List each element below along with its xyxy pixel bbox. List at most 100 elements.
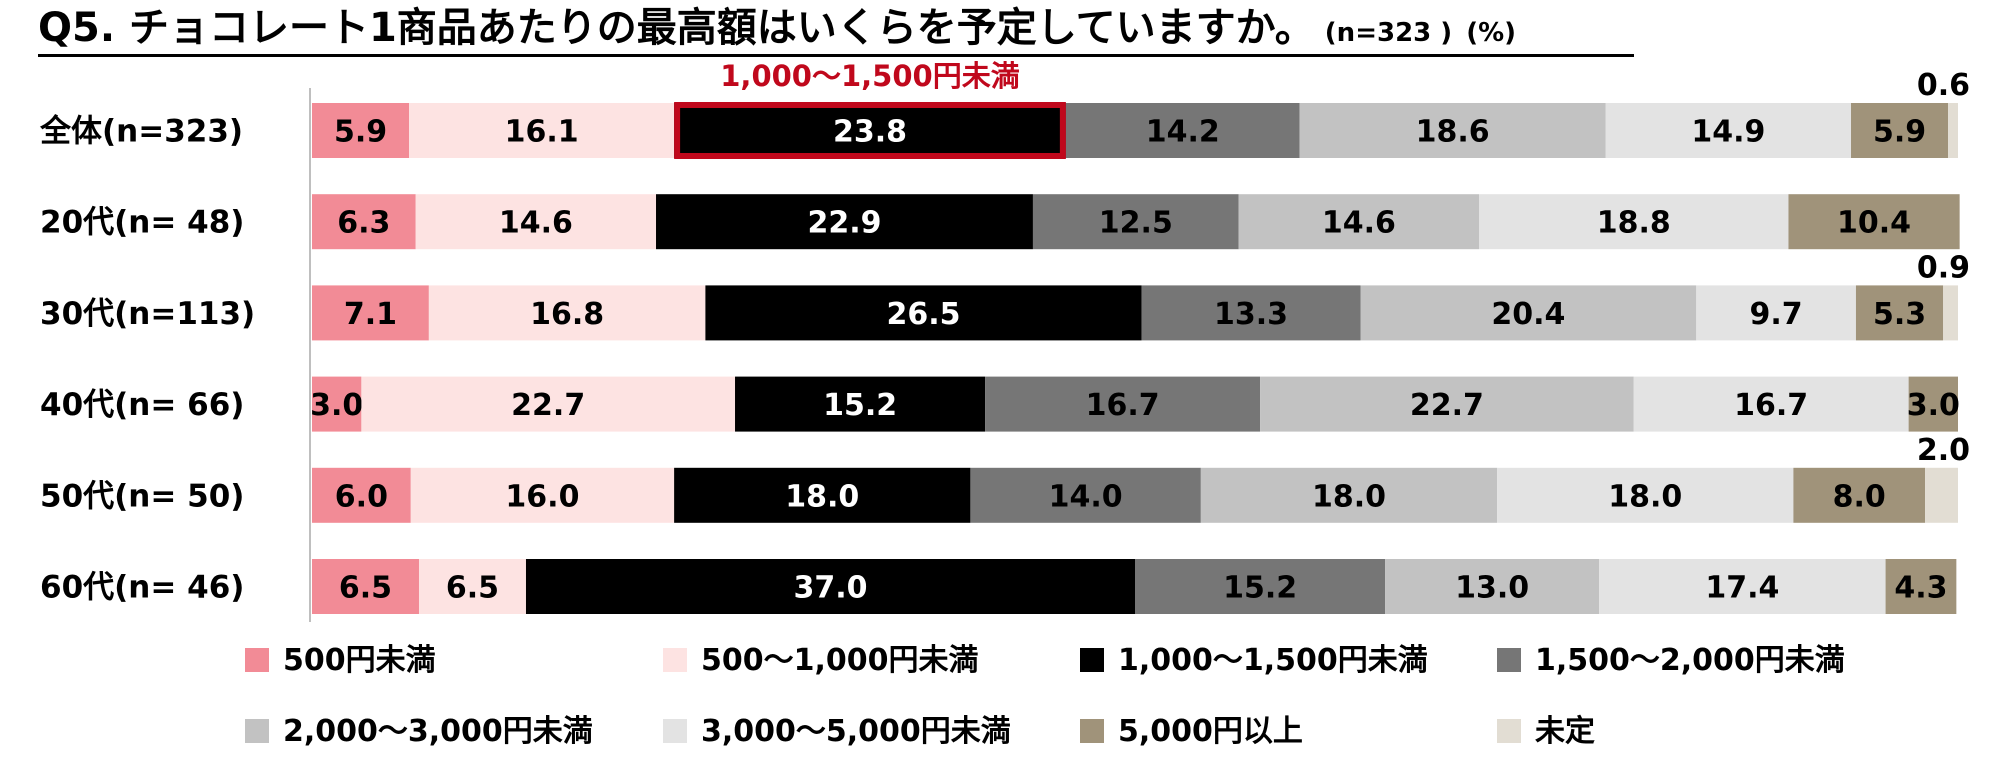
chart-title: Q5. チョコレート1商品あたりの最高額はいくらを予定していますか。 (n=323…: [38, 2, 1634, 57]
data-label: 0.9: [1917, 250, 1970, 285]
data-label: 22.7: [1410, 388, 1484, 423]
data-label: 17.4: [1705, 571, 1779, 606]
bar-segment: [312, 194, 416, 250]
bar-segment: [1385, 559, 1600, 614]
bar-segment: [674, 467, 971, 523]
bar-segment: [1360, 285, 1697, 341]
bar-segment: [1479, 194, 1789, 250]
title-unit: (%): [1466, 18, 1517, 48]
data-label: 16.8: [530, 297, 604, 332]
data-label: 23.8: [833, 115, 907, 150]
bar-segment: [312, 559, 419, 614]
data-label: 3.0: [310, 388, 363, 423]
bar-segment: [1599, 559, 1886, 614]
legend-label: 500円未満: [283, 643, 436, 678]
legend-label: 5,000円以上: [1118, 714, 1303, 749]
category-label: 50代(n= 50): [40, 478, 244, 514]
legend-swatch: [663, 719, 687, 743]
bar-segment: [985, 376, 1261, 432]
bar-segment: [1141, 285, 1361, 341]
bar-segment: [1200, 467, 1498, 523]
data-label: 10.4: [1837, 206, 1911, 241]
data-label: 5.9: [1873, 115, 1926, 150]
data-label: 0.6: [1917, 68, 1970, 103]
highlight-label: 1,000～1,500円未満: [720, 59, 1019, 93]
legend-label: 未定: [1535, 714, 1595, 749]
bar-segment: [1908, 376, 1958, 432]
legend-swatch: [245, 648, 269, 672]
bar-segment: [312, 103, 410, 158]
data-label: 16.7: [1086, 388, 1160, 423]
legend-label: 500～1,000円未満: [701, 643, 979, 678]
bar-segment: [1925, 467, 1958, 523]
data-label: 22.7: [511, 388, 585, 423]
bar-segment: [1299, 103, 1606, 158]
data-label: 4.3: [1894, 571, 1947, 606]
bar-segment: [1885, 559, 1957, 614]
bar-segment: [428, 285, 706, 341]
data-label: 13.3: [1214, 297, 1288, 332]
title-sample-size: (n=323 ): [1324, 18, 1453, 48]
data-label: 12.5: [1099, 206, 1173, 241]
category-label: 全体(n=323): [39, 114, 243, 150]
data-label: 16.0: [505, 479, 579, 514]
data-label: 14.9: [1691, 115, 1765, 150]
bar-segment: [361, 376, 736, 432]
bar-segment: [312, 376, 362, 432]
bar-segment: [1851, 103, 1949, 158]
data-label: 13.0: [1455, 571, 1529, 606]
data-label: 9.7: [1750, 297, 1803, 332]
data-label: 37.0: [793, 571, 867, 606]
data-label: 22.9: [807, 206, 881, 241]
data-label: 6.5: [446, 571, 499, 606]
legend-swatch: [1497, 648, 1521, 672]
bar-segment: [1238, 194, 1480, 250]
highlight-frame: [674, 102, 1066, 159]
bar-segment: [1135, 559, 1386, 614]
bar-segment: [735, 376, 986, 432]
legend-swatch: [663, 648, 687, 672]
data-label: 3.0: [1907, 388, 1960, 423]
data-label: 18.6: [1416, 115, 1490, 150]
data-label: 6.0: [335, 479, 388, 514]
bar-segment: [1696, 285, 1856, 341]
data-label: 5.3: [1873, 297, 1926, 332]
category-label: 60代(n= 46): [40, 570, 244, 606]
bar-segment: [1497, 467, 1794, 523]
legend-label: 1,000～1,500円未満: [1118, 643, 1428, 678]
legend-label: 3,000～5,000円未満: [701, 714, 1011, 749]
bar-segment: [312, 467, 411, 523]
bar-segment: [1855, 285, 1944, 341]
data-label: 15.2: [1223, 571, 1297, 606]
data-label: 14.6: [1322, 206, 1396, 241]
data-label: 26.5: [886, 297, 960, 332]
bar-segment: [1943, 285, 1958, 341]
category-label: 40代(n= 66): [40, 387, 244, 423]
data-label: 18.0: [1312, 479, 1386, 514]
bar-segment: [970, 467, 1201, 523]
data-label: 16.1: [505, 115, 579, 150]
legend-label: 1,500～2,000円未満: [1535, 643, 1845, 678]
data-label: 14.2: [1146, 115, 1220, 150]
data-label: 14.6: [499, 206, 573, 241]
legend-swatch: [1080, 719, 1104, 743]
data-label: 14.0: [1049, 479, 1123, 514]
bar-segment: [1065, 103, 1300, 158]
bar-segment: [525, 559, 1135, 614]
bar-segment: [1633, 376, 1909, 432]
data-label: 16.7: [1734, 388, 1808, 423]
data-label: 6.5: [339, 571, 392, 606]
bar-segment: [705, 285, 1142, 341]
bar-segment: [410, 467, 675, 523]
data-label: 18.8: [1597, 206, 1671, 241]
bar-segment: [312, 285, 429, 341]
data-label: 8.0: [1833, 479, 1886, 514]
title-main: Q5. チョコレート1商品あたりの最高額はいくらを予定していますか。: [38, 5, 1315, 51]
legend-swatch: [245, 719, 269, 743]
bar-segment: [1032, 194, 1239, 250]
data-label: 2.0: [1917, 433, 1970, 468]
bar-segment: [409, 103, 675, 158]
legend-swatch: [1497, 719, 1521, 743]
bar-segment: [415, 194, 657, 250]
bar-segment: [674, 103, 1066, 158]
